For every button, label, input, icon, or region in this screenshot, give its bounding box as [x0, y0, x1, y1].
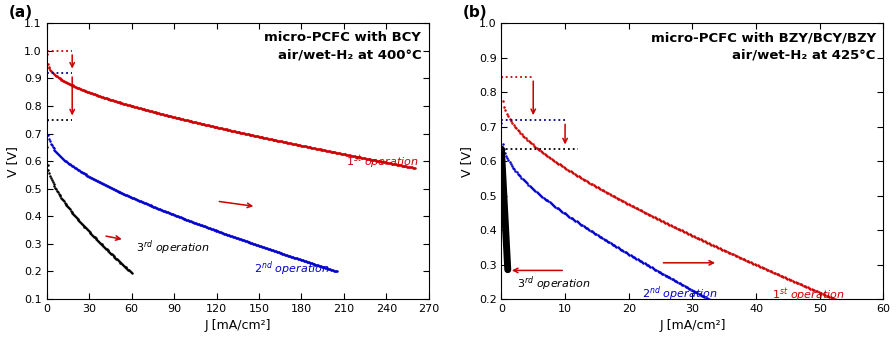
Text: $3^{rd}$ operation: $3^{rd}$ operation [517, 274, 591, 293]
X-axis label: J [mA/cm²]: J [mA/cm²] [659, 319, 726, 333]
Text: $3^{rd}$ operation: $3^{rd}$ operation [136, 239, 210, 257]
Text: $2^{nd}$ operation: $2^{nd}$ operation [254, 259, 330, 278]
Y-axis label: V [V]: V [V] [461, 146, 473, 176]
Text: (b): (b) [463, 5, 487, 20]
Y-axis label: V [V]: V [V] [5, 146, 19, 176]
Text: (a): (a) [9, 5, 32, 20]
Text: $2^{nd}$ operation: $2^{nd}$ operation [642, 285, 718, 303]
Text: $1^{st}$ operation: $1^{st}$ operation [346, 154, 418, 171]
Text: micro-PCFC with BZY/BCY/BZY
air/wet-H₂ at 425°C: micro-PCFC with BZY/BCY/BZY air/wet-H₂ a… [650, 31, 875, 62]
Text: $1^{st}$ operation: $1^{st}$ operation [772, 287, 845, 305]
Text: micro-PCFC with BCY
air/wet-H₂ at 400°C: micro-PCFC with BCY air/wet-H₂ at 400°C [264, 31, 421, 62]
X-axis label: J [mA/cm²]: J [mA/cm²] [204, 319, 271, 333]
